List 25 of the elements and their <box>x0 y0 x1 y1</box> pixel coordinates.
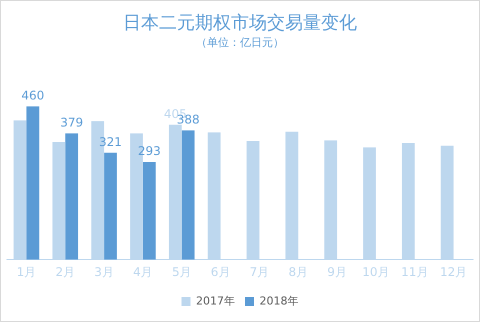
x-tick-label: 8月 <box>288 264 308 279</box>
x-tick-label: 10月 <box>362 264 390 279</box>
bar <box>65 133 78 260</box>
legend-label: 2017年 <box>196 294 236 308</box>
data-label: 460 <box>21 88 44 103</box>
x-tick-label: 1月 <box>16 264 36 279</box>
data-label: 293 <box>138 144 161 158</box>
data-label: 321 <box>99 134 122 149</box>
bar <box>26 106 40 260</box>
chart-subtitle: （单位：亿日元） <box>196 36 284 50</box>
x-tick-label: 3月 <box>94 264 114 279</box>
x-tick-label: 7月 <box>250 264 270 279</box>
x-tick-label: 5月 <box>172 264 192 279</box>
x-tick-label: 9月 <box>327 264 347 279</box>
x-tick-label: 4月 <box>133 264 153 279</box>
x-tick-label: 6月 <box>210 264 230 279</box>
chart-title: 日本二元期权市场交易量变化 <box>123 12 357 34</box>
bar <box>142 162 156 260</box>
bar <box>104 152 117 260</box>
bar <box>182 130 195 260</box>
x-tick-label: 11月 <box>401 264 428 279</box>
data-label: 379 <box>60 116 84 130</box>
x-tick-label: 2月 <box>55 264 76 279</box>
legend-label: 2018年 <box>260 294 298 308</box>
x-tick-label: 12月 <box>440 264 468 279</box>
